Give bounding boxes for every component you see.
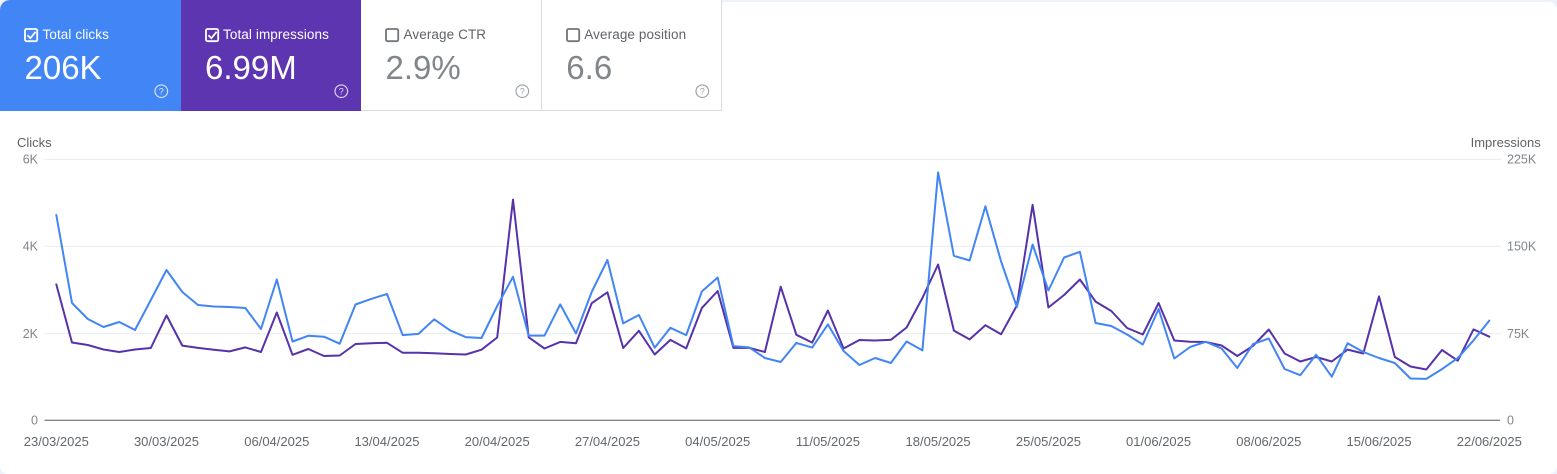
svg-text:Clicks: Clicks xyxy=(17,135,52,150)
svg-text:0: 0 xyxy=(1507,414,1514,428)
svg-text:Impressions: Impressions xyxy=(1471,135,1542,150)
svg-text:22/06/2025: 22/06/2025 xyxy=(1457,434,1522,449)
svg-text:?: ? xyxy=(519,87,524,97)
svg-text:150K: 150K xyxy=(1507,240,1537,254)
svg-text:11/05/2025: 11/05/2025 xyxy=(796,434,860,449)
svg-text:23/03/2025: 23/03/2025 xyxy=(24,434,89,449)
svg-text:75K: 75K xyxy=(1507,327,1530,341)
svg-text:2K: 2K xyxy=(23,327,39,341)
svg-text:0: 0 xyxy=(31,414,38,428)
svg-text:04/05/2025: 04/05/2025 xyxy=(685,434,750,449)
svg-text:01/06/2025: 01/06/2025 xyxy=(1126,434,1191,449)
svg-text:225K: 225K xyxy=(1507,153,1537,167)
svg-text:08/06/2025: 08/06/2025 xyxy=(1236,434,1301,449)
svg-text:30/03/2025: 30/03/2025 xyxy=(134,434,199,449)
svg-text:25/05/2025: 25/05/2025 xyxy=(1016,434,1081,449)
svg-text:4K: 4K xyxy=(23,240,39,254)
svg-text:20/04/2025: 20/04/2025 xyxy=(465,434,530,449)
svg-text:27/04/2025: 27/04/2025 xyxy=(575,434,640,449)
svg-text:15/06/2025: 15/06/2025 xyxy=(1347,434,1412,449)
svg-text:?: ? xyxy=(339,87,344,97)
svg-text:6K: 6K xyxy=(23,153,39,167)
svg-text:?: ? xyxy=(700,87,705,97)
svg-text:13/04/2025: 13/04/2025 xyxy=(354,434,419,449)
svg-text:?: ? xyxy=(158,87,163,97)
svg-text:18/05/2025: 18/05/2025 xyxy=(906,434,971,449)
svg-text:06/04/2025: 06/04/2025 xyxy=(244,434,309,449)
